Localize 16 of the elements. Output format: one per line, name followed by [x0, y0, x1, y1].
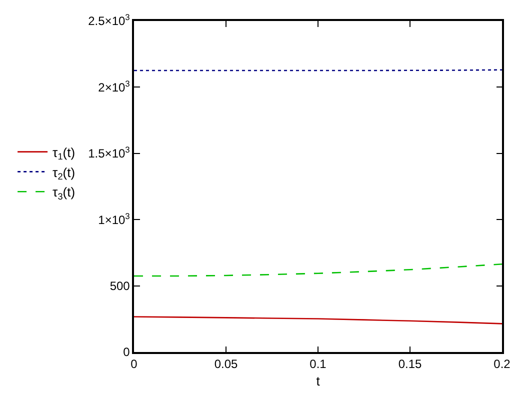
- x-tick-label: 0.2: [494, 357, 511, 372]
- legend-label: τ$_{3}$(t): [52, 184, 76, 202]
- x-tick-label: 0.1: [310, 357, 327, 372]
- x-tick-label: 0.05: [214, 357, 238, 372]
- y-tick-label: 500: [110, 279, 130, 293]
- y-tick-label: 1×10$^{3}$: [98, 210, 130, 227]
- line-series: [134, 316, 502, 324]
- y-tick-label: 2.5×10$^{3}$: [88, 12, 130, 28]
- legend-label: τ$_{2}$(t): [52, 164, 76, 182]
- x-axis-title: t: [316, 373, 320, 388]
- y-tick-label: 0: [123, 345, 130, 360]
- line-series: [134, 263, 502, 277]
- legend-label: τ$_{1}$(t): [52, 144, 76, 162]
- y-tick-label: 2×10$^{3}$: [98, 78, 130, 94]
- x-tick-label: 0.15: [398, 357, 422, 372]
- y-tick-label: 1.5×10$^{3}$: [88, 144, 130, 161]
